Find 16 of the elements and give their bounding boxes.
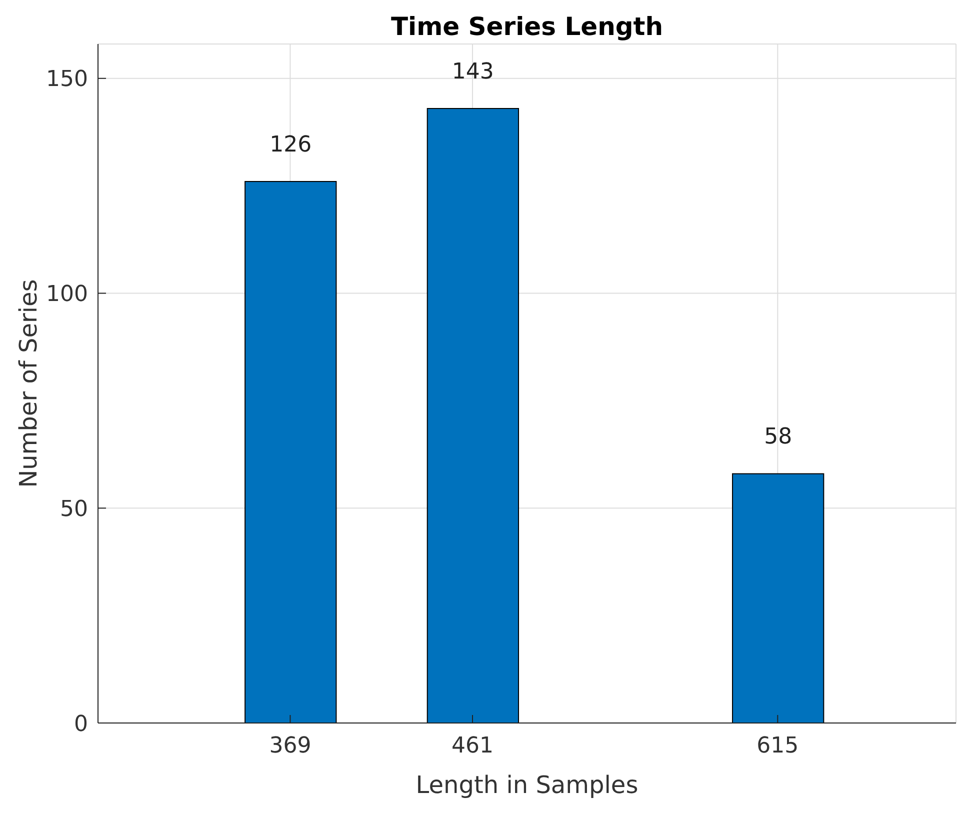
- chart-title: Time Series Length: [390, 12, 664, 41]
- x-tick-label: 461: [452, 734, 494, 759]
- bar: [244, 181, 337, 723]
- data-label: 126: [270, 132, 312, 158]
- y-tick-label: 100: [46, 282, 88, 308]
- y-tick-label: 0: [74, 712, 88, 737]
- data-label: 143: [452, 59, 494, 84]
- x-tick-label: 615: [756, 734, 799, 759]
- y-tick-label: 50: [60, 496, 88, 522]
- bar: [732, 473, 824, 723]
- bar: [426, 108, 520, 723]
- x-tick-label: 369: [269, 734, 312, 759]
- y-tick-label: 150: [46, 67, 88, 92]
- y-axis-title: Number of Series: [14, 279, 43, 488]
- data-label: 58: [764, 424, 792, 450]
- x-axis-title: Length in Samples: [416, 771, 638, 799]
